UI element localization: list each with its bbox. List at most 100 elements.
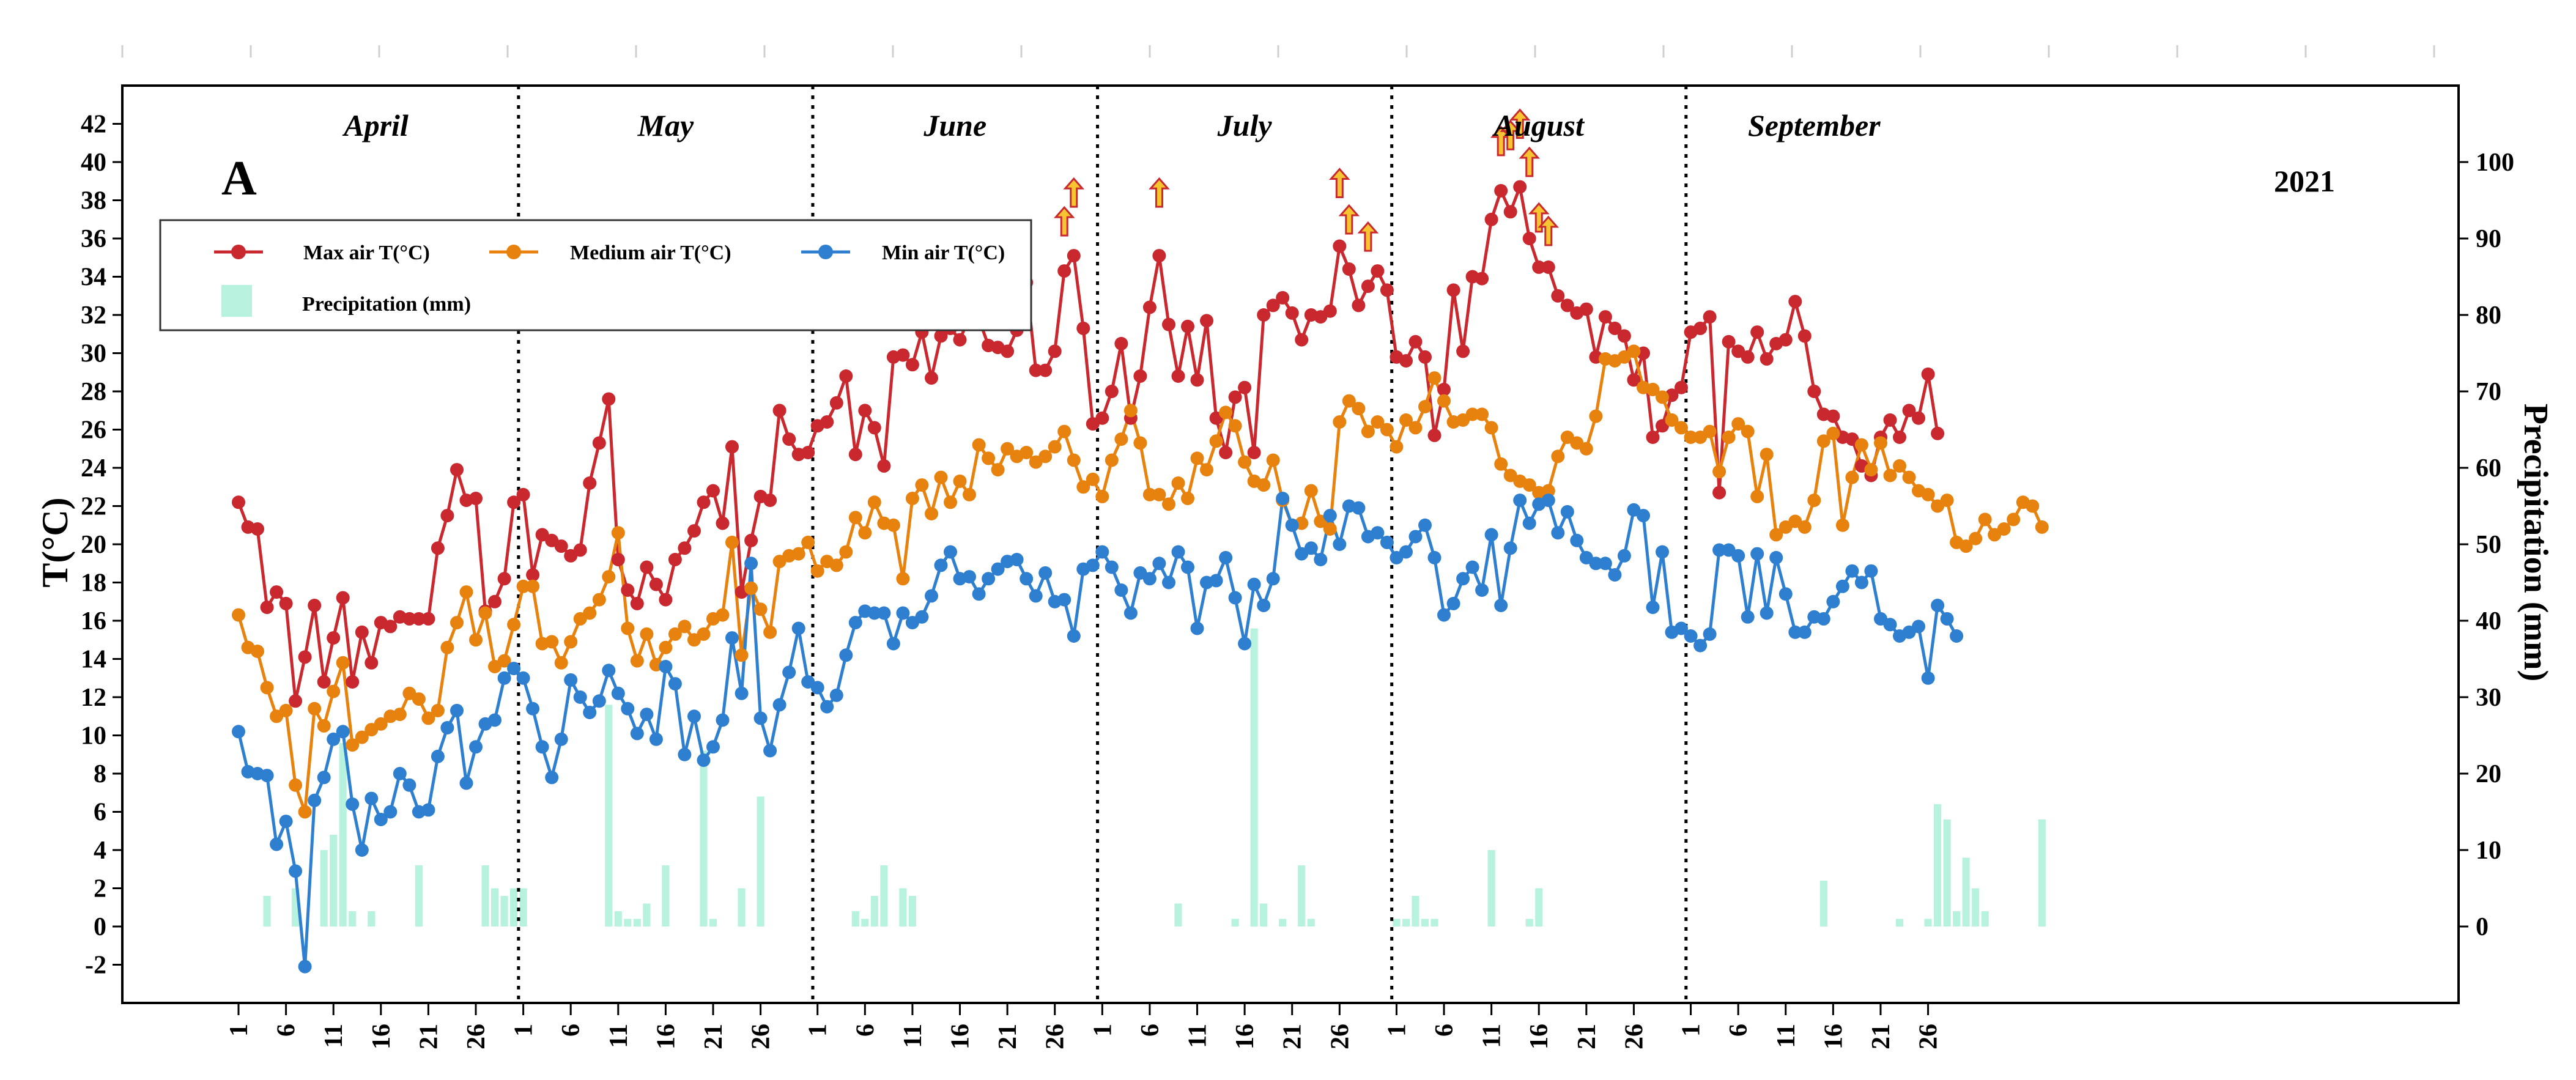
min-air-temp-point (1020, 572, 1034, 586)
x-tick-label: 11 (1478, 1024, 1506, 1048)
max-air-temp-point (1446, 283, 1460, 297)
med-air-temp-point (393, 708, 407, 722)
left-axis-ticks: -202468101214161820222426283032343638404… (81, 111, 122, 980)
max-air-temp-point (346, 675, 360, 689)
min-air-temp-point (877, 606, 891, 620)
min-air-temp-point (1484, 528, 1498, 542)
med-air-temp-point (1257, 478, 1271, 492)
left-tick-label: 42 (81, 111, 106, 139)
left-tick-label: 14 (81, 646, 106, 674)
min-air-temp-point (1408, 530, 1423, 544)
med-air-temp-point (346, 738, 360, 752)
max-air-temp-point (782, 432, 796, 446)
x-tick-label: 26 (462, 1024, 490, 1049)
med-air-temp-point (516, 579, 530, 593)
med-air-temp-point (1816, 434, 1830, 448)
max-air-temp-point (431, 541, 445, 555)
max-air-temp-point (1342, 262, 1356, 276)
min-air-temp-point (1835, 579, 1849, 593)
min-air-temp-point (1456, 572, 1470, 586)
y-axis-label-right: Precipitation (mm) (2517, 404, 2555, 682)
med-air-temp-point (1893, 459, 1906, 473)
max-air-temp-point (260, 601, 274, 615)
year-label: 2021 (2274, 164, 2335, 198)
med-air-temp-point (744, 581, 758, 595)
month-label-june: June (923, 108, 986, 142)
med-air-temp-point (1969, 531, 1983, 546)
max-air-temp-point (1067, 249, 1081, 263)
med-air-temp-point (915, 478, 929, 492)
min-air-temp-point (535, 740, 549, 754)
min-air-temp-point (1475, 583, 1489, 597)
med-air-temp-point (867, 495, 881, 509)
month-dividers (517, 86, 1688, 1003)
med-air-temp-point (1494, 457, 1508, 471)
max-air-temp-point (1513, 180, 1527, 194)
x-tick-label: 11 (899, 1024, 927, 1048)
max-air-temp-point (1371, 264, 1385, 278)
x-tick-label: 21 (1279, 1024, 1307, 1049)
x-tick-label: 16 (652, 1024, 680, 1049)
min-air-temp-point (1560, 505, 1574, 519)
max-air-temp-point (1323, 304, 1337, 318)
med-air-temp-point (526, 579, 540, 593)
min-air-temp-point (934, 558, 948, 572)
min-air-temp-point (1333, 538, 1347, 551)
precip-bar (1972, 888, 1980, 927)
max-air-temp-point (1427, 428, 1442, 442)
right-tick-label: 80 (2476, 301, 2501, 330)
max-air-temp-point (640, 560, 654, 574)
max-air-temp-point (440, 509, 454, 523)
med-air-temp-point (431, 703, 445, 717)
med-air-temp-point (1238, 455, 1252, 469)
med-air-temp-point (944, 495, 957, 509)
right-tick-label: 70 (2476, 378, 2501, 406)
max-air-temp-point (1722, 335, 1736, 349)
med-air-temp-point (1323, 522, 1337, 536)
min-air-temp-point (697, 753, 711, 767)
max-air-temp-point (1105, 385, 1119, 398)
x-tick-label: 16 (1231, 1024, 1259, 1049)
med-air-temp-point (1181, 492, 1194, 505)
max-air-temp-point (621, 583, 635, 597)
min-air-temp-point (753, 711, 768, 725)
min-air-temp-point (336, 725, 350, 739)
max-air-temp-point (289, 694, 303, 708)
med-air-temp-point (1940, 494, 1954, 508)
precip-bar (1393, 919, 1401, 927)
min-air-temp-point (1010, 553, 1024, 566)
min-air-temp-point (1181, 560, 1194, 574)
left-tick-label: 32 (81, 301, 106, 330)
min-air-temp-point (583, 706, 597, 719)
med-air-temp-point (1760, 448, 1774, 462)
min-air-temp-point (1826, 594, 1840, 608)
x-tick-label: 6 (851, 1024, 879, 1037)
min-air-temp-point (1095, 545, 1109, 559)
max-air-temp-point (687, 524, 701, 538)
min-air-temp-point (1816, 612, 1830, 626)
med-air-temp-point (716, 608, 730, 622)
min-air-temp-point (365, 791, 379, 805)
precip-bar (1412, 896, 1419, 927)
min-air-temp-point (1769, 550, 1783, 564)
med-air-temp-point (1086, 472, 1100, 486)
max-air-temp-point (1228, 390, 1242, 404)
min-air-temp-point (374, 813, 388, 826)
med-air-temp-point (1978, 512, 1992, 527)
min-air-temp-point (687, 709, 701, 723)
max-air-temp-point (659, 593, 673, 607)
min-air-temp-point (1741, 610, 1755, 624)
med-air-temp-point (1048, 440, 1062, 454)
min-air-temp-point (564, 673, 578, 687)
min-air-temp-point (1038, 566, 1053, 580)
x-tick-label: 11 (1772, 1024, 1801, 1048)
med-air-temp-point (1105, 453, 1119, 467)
max-air-temp-point (772, 404, 786, 418)
precip-bar (415, 865, 423, 927)
max-air-temp-point (1352, 298, 1366, 313)
max-air-temp-point (1057, 264, 1071, 278)
min-air-temp-point (317, 771, 331, 785)
med-air-temp-point (1883, 468, 1897, 483)
left-tick-label: 24 (81, 454, 106, 483)
min-air-temp-point (1171, 545, 1185, 559)
